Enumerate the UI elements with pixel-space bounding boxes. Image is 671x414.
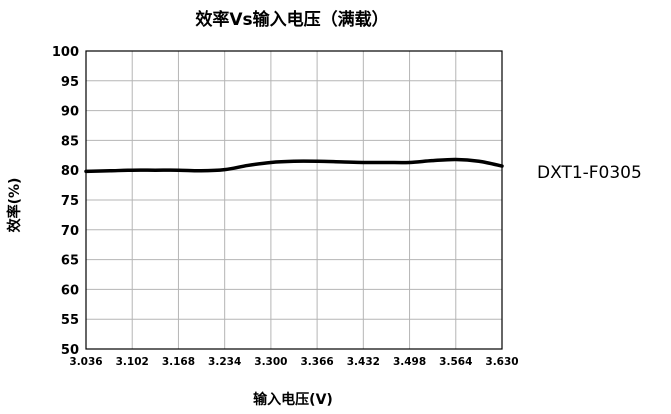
y-tick-label: 60: [61, 283, 79, 298]
y-tick-label: 80: [61, 164, 79, 179]
y-tick-label: 90: [61, 105, 79, 120]
grid: [85, 50, 503, 350]
x-tick-label: 3.498: [393, 356, 426, 368]
y-tick-label: 75: [61, 194, 79, 209]
x-tick-label: 3.300: [254, 356, 287, 368]
y-tick-label: 70: [61, 224, 79, 239]
y-axis-ticks: 50 55 60 65 70 75 80 85 90 95 100: [52, 45, 79, 358]
y-tick-label: 65: [61, 254, 79, 269]
x-tick-label: 3.564: [439, 356, 472, 368]
y-axis-label: 效率(%): [6, 178, 23, 233]
x-tick-label: 3.036: [69, 356, 102, 368]
x-tick-label: 3.234: [208, 356, 241, 368]
series-line: [84, 157, 504, 174]
y-tick-label: 85: [61, 134, 79, 149]
x-tick-label: 3.168: [162, 356, 195, 368]
x-axis-ticks: 3.036 3.102 3.168 3.234 3.300 3.366 3.432 3.498…: [69, 356, 518, 368]
y-tick-label: 55: [61, 313, 79, 328]
x-tick-label: 3.432: [347, 356, 380, 368]
series-layer: [84, 157, 504, 174]
y-tick-label: 50: [61, 343, 79, 358]
x-axis-label: 输入电压(V): [253, 391, 333, 408]
series-label: DXT1-F0305: [537, 163, 642, 183]
x-tick-label: 3.366: [301, 356, 334, 368]
x-tick-label: 3.102: [116, 356, 149, 368]
plot-area: [85, 50, 503, 350]
y-tick-label: 100: [52, 45, 79, 60]
y-tick-label: 95: [61, 75, 79, 90]
x-tick-label: 3.630: [485, 356, 518, 368]
chart-title: 效率Vs输入电压（满载）: [195, 9, 388, 30]
